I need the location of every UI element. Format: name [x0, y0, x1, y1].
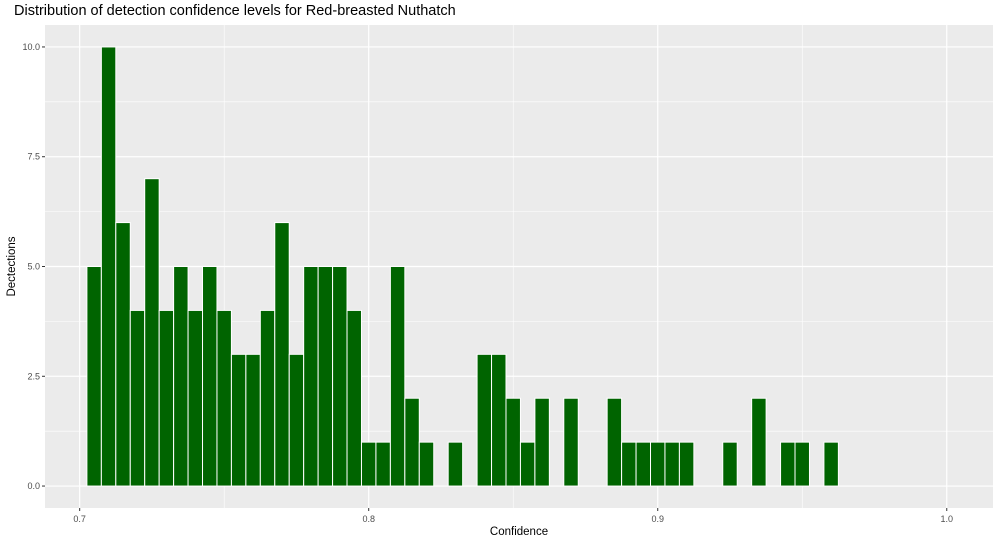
histogram-bar: [780, 441, 796, 487]
histogram-bar: [158, 309, 175, 487]
y-tick-label: 7.5: [27, 152, 40, 162]
y-axis-title: Dectections: [6, 236, 18, 296]
bars: [86, 46, 839, 487]
x-axis-title: Confidence: [490, 526, 548, 538]
histogram-bar: [216, 309, 232, 487]
y-tick-label: 2.5: [27, 371, 40, 381]
histogram-bar: [202, 266, 218, 487]
histogram-bar: [447, 441, 464, 487]
histogram-bar: [635, 441, 652, 487]
histogram-bar: [245, 353, 261, 487]
histogram-bar: [346, 309, 362, 487]
histogram-bar: [375, 441, 391, 487]
histogram-bar: [606, 397, 623, 487]
histogram-bar: [650, 441, 666, 487]
x-tick-label: 1.0: [940, 514, 953, 524]
histogram-bar: [404, 397, 420, 487]
y-tick-label: 10.0: [22, 42, 40, 52]
histogram-bar: [823, 441, 839, 487]
histogram-bar: [621, 441, 637, 487]
y-tick-label: 5.0: [27, 262, 40, 272]
histogram-bar: [563, 397, 579, 487]
histogram-bar: [86, 266, 102, 487]
y-tick-label: 0.0: [27, 481, 40, 491]
histogram-bar: [505, 397, 521, 487]
histogram-bar: [173, 266, 189, 487]
histogram-bar: [332, 266, 348, 487]
histogram-bar: [664, 441, 680, 487]
histogram-bar: [144, 178, 160, 487]
histogram-bar: [100, 46, 117, 487]
histogram-bar: [129, 309, 146, 487]
x-tick-label: 0.9: [651, 514, 664, 524]
x-tick-label: 0.7: [73, 514, 86, 524]
axis-ticks: 0.7 0.8 0.9 1.0 0.0 2.5 5.0 7.5 10.0: [22, 42, 953, 524]
histogram-bar: [259, 309, 276, 487]
histogram-bar: [751, 397, 767, 487]
histogram-bar: [678, 441, 695, 487]
histogram-bar: [115, 222, 131, 487]
histogram-bar: [794, 441, 810, 487]
histogram-bar: [534, 397, 550, 487]
chart-title: Distribution of detection confidence lev…: [14, 3, 456, 19]
histogram-bar: [230, 353, 247, 487]
histogram-bar: [418, 441, 435, 487]
histogram-bar: [476, 353, 493, 487]
histogram-bar: [360, 441, 377, 487]
histogram-bar: [722, 441, 738, 487]
x-tick-label: 0.8: [362, 514, 375, 524]
histogram-bar: [303, 266, 319, 487]
histogram-bar: [491, 353, 507, 487]
histogram-bar: [317, 266, 334, 487]
histogram-bar: [288, 353, 305, 487]
histogram-bar: [519, 441, 536, 487]
histogram-bar: [389, 266, 406, 487]
histogram-bar: [187, 309, 204, 487]
histogram-bar: [274, 222, 290, 487]
